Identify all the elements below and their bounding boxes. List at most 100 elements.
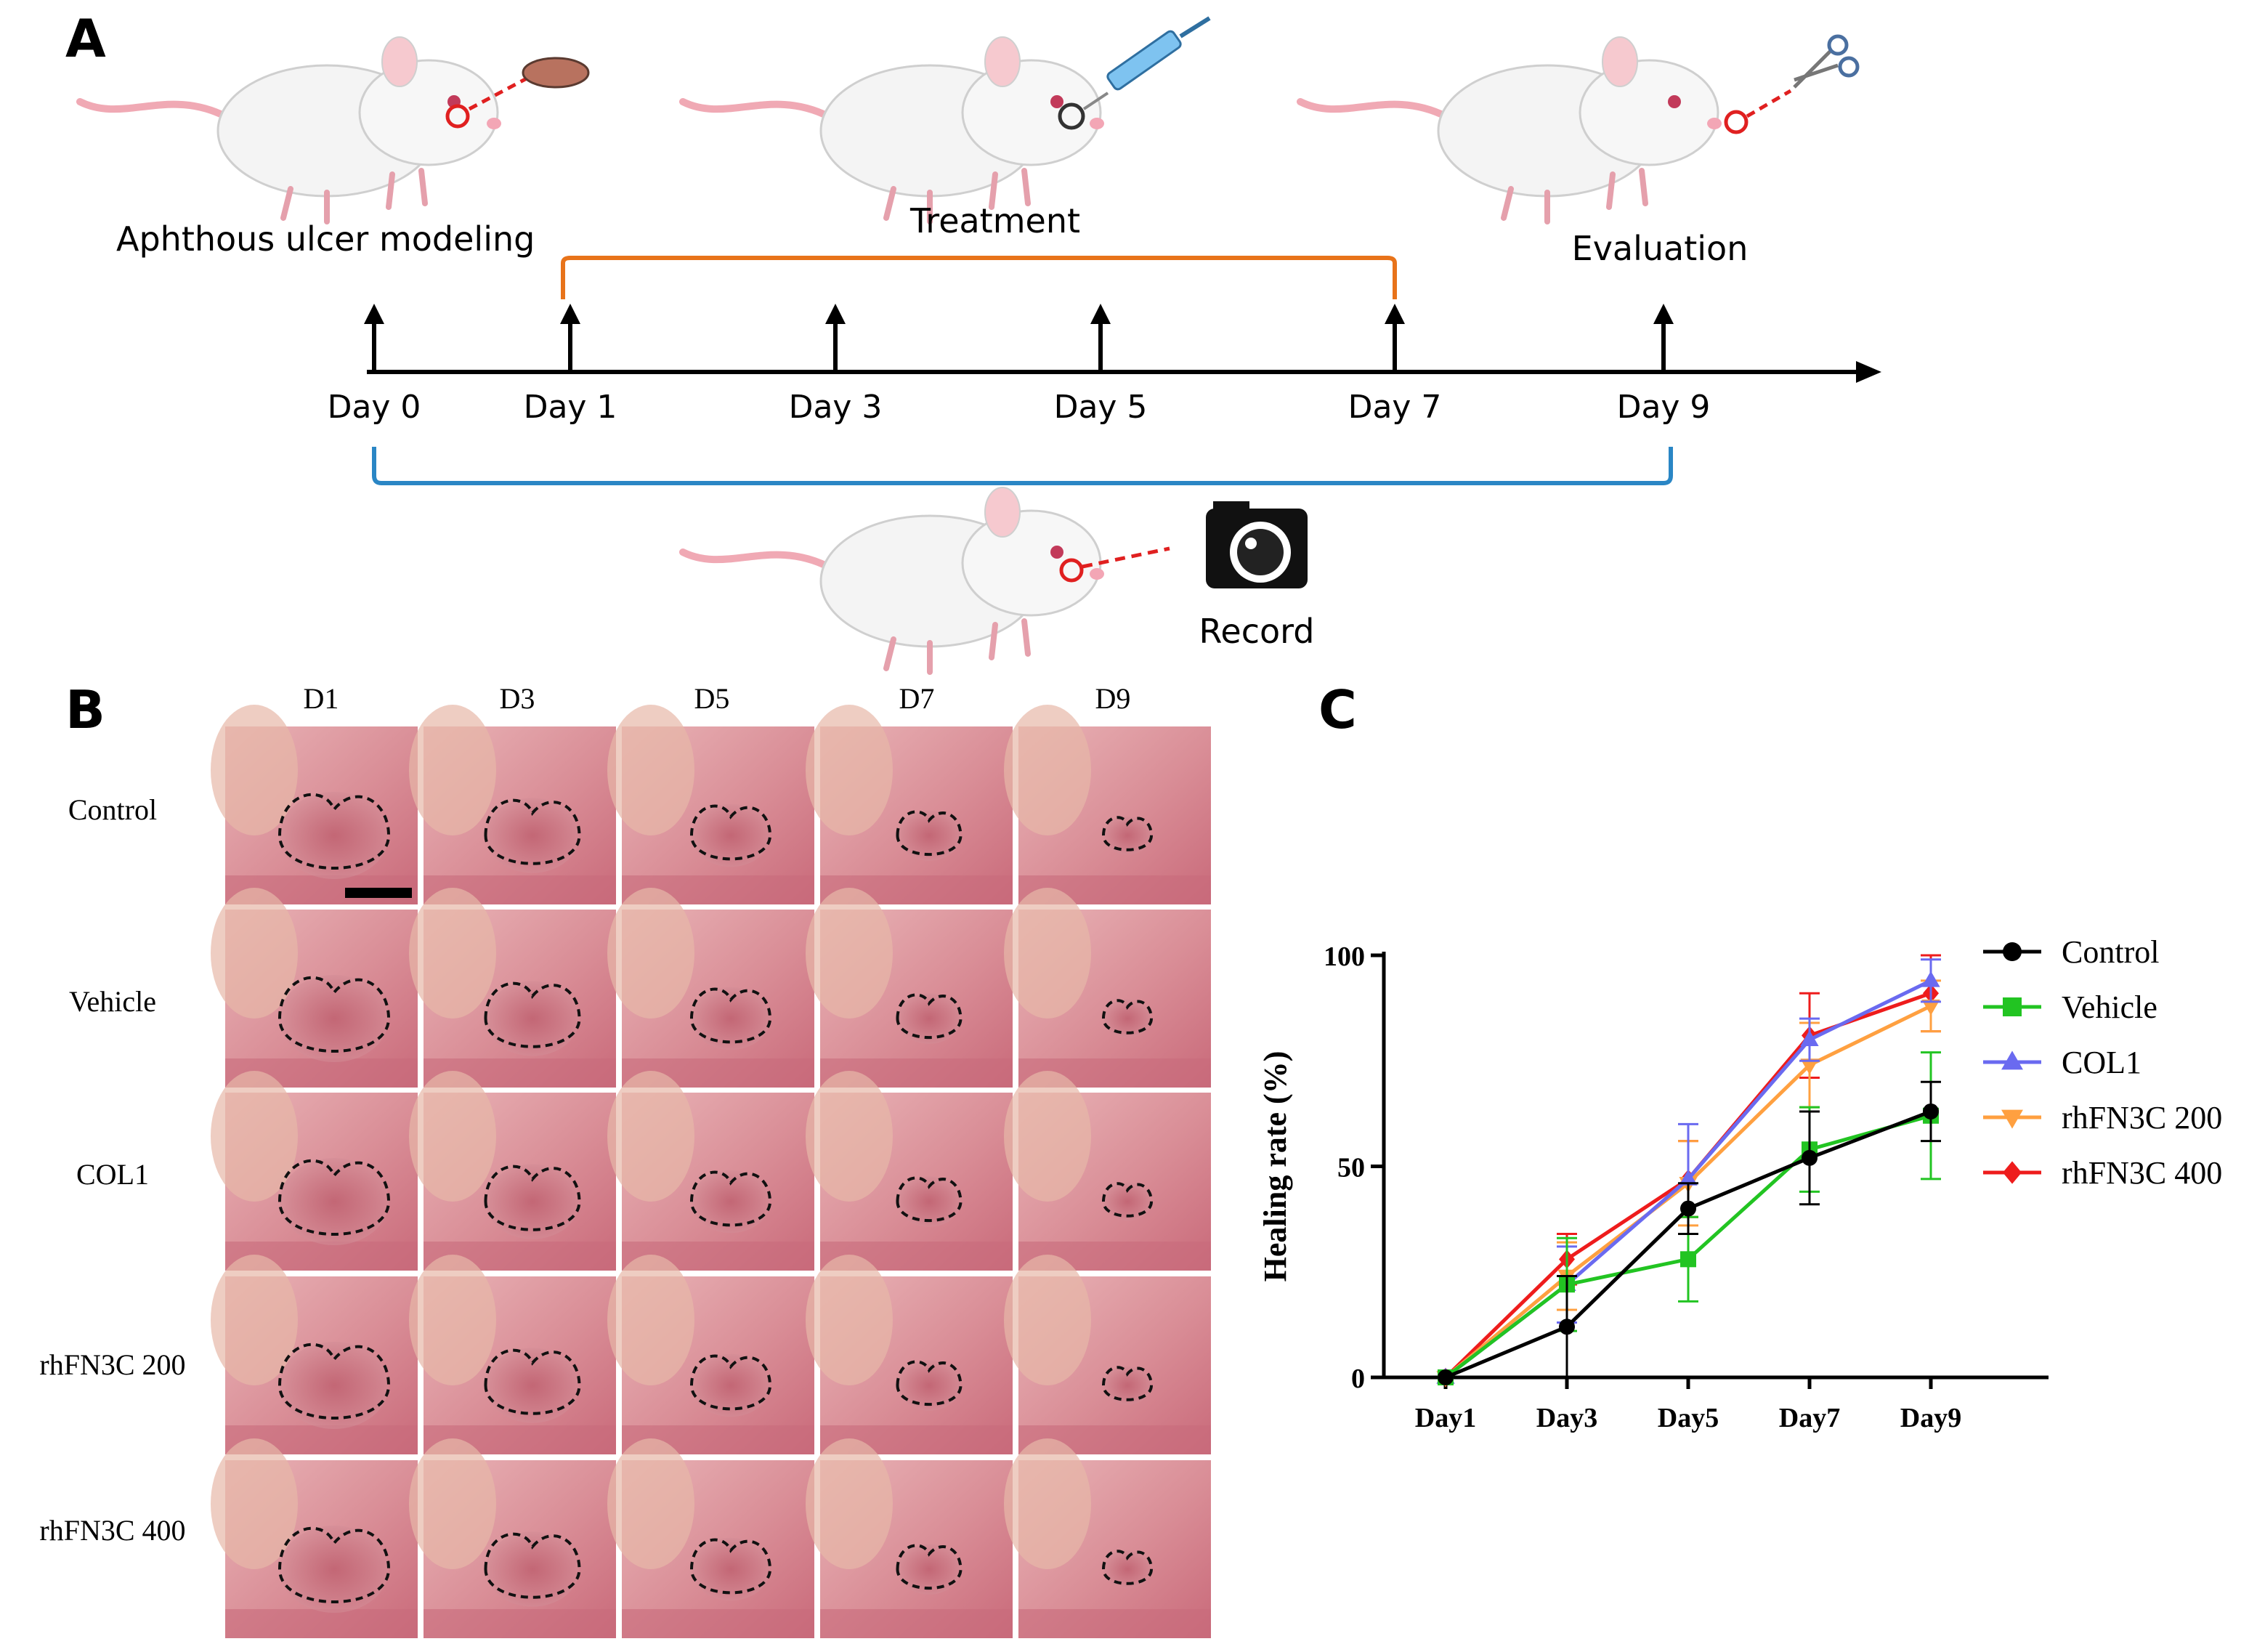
stage-label-evaluation: Evaluation [1572,229,1749,268]
photo-tile [211,1438,418,1638]
ulcer-outline [484,798,581,865]
photo-tile [211,705,418,904]
legend-item: Control [1983,934,2159,970]
legend-label: Control [2062,934,2159,970]
photo-tile [409,888,616,1088]
legend: Control Vehicle COL1 rhFN3C 200 rhFN3C 400 [1983,934,2222,1191]
data-point [1559,1319,1575,1335]
timeline-axis [367,361,1881,383]
photo-column-label: D3 [500,682,535,715]
photo-tile [806,1255,1013,1454]
camera-icon [1059,501,1308,588]
day-tick: Day 1 [524,304,617,426]
photo-column-label: D7 [899,682,935,715]
ulcer-outline [277,793,391,870]
mouse-illustration-modeling [80,37,501,222]
timeline-day-ticks: Day 0 Day 1 Day 3 Day 5 Day 7 Day 9 [328,304,1711,426]
photo-tile [1004,888,1211,1088]
x-tick-label: Day1 [1415,1403,1476,1433]
data-point [1680,1200,1696,1217]
legend-item: COL1 [1983,1045,2141,1080]
stage-label-record: Record [1199,612,1315,651]
photo-column-label: D1 [304,682,339,715]
mouse-illustration-record [683,487,1104,672]
legend-marker [2003,997,2022,1016]
stage-label-modeling: Aphthous ulcer modeling [116,219,535,259]
legend-label: rhFN3C 200 [2062,1100,2222,1135]
legend-label: COL1 [2062,1045,2141,1080]
photo-column-label: D5 [694,682,730,715]
y-axis-label: Healing rate (%) [1257,1051,1293,1282]
scale-bar [345,888,412,898]
photo-tile [211,888,418,1088]
day-label: Day 3 [789,389,883,426]
y-tick-label: 0 [1351,1364,1365,1394]
ulcer-outline [277,1526,391,1603]
ulcer-outline [896,810,963,856]
photo-tile [607,1438,814,1638]
ulcer-outline [896,1176,963,1222]
ulcer-outline [689,1538,772,1595]
healing-rate-chart: 0 50 100 Day1 Day3 Day5 Day7 Day9 Healing rate (… [1257,934,2222,1433]
data-point [1921,999,1940,1016]
data-point [1438,1369,1454,1385]
legend-label: Vehicle [2062,989,2157,1025]
mouse-illustration-evaluation [1300,37,1722,222]
x-tick-label: Day7 [1779,1403,1840,1433]
ulcer-outline [689,1354,772,1411]
ulcer-outline [689,1170,772,1227]
data-point [1921,971,1940,987]
data-point [1800,1030,1819,1046]
legend-item: Vehicle [1983,989,2157,1025]
photo-row-label: COL1 [76,1158,149,1191]
day-label: Day 7 [1348,389,1442,426]
stage-label-treatment: Treatment [909,201,1080,240]
legend-marker [2001,1109,2023,1129]
data-point [1923,1103,1939,1119]
ulcer-outline [896,1544,963,1590]
photo-tile [409,1438,616,1638]
data-point [1802,1149,1818,1166]
photo-row-label: Vehicle [69,985,156,1018]
x-tick-label: Day9 [1900,1403,1961,1433]
ulcer-outline [484,1165,581,1231]
legend-item: rhFN3C 200 [1983,1100,2222,1135]
photo-tile [211,1071,418,1271]
photo-tile [1004,705,1211,904]
ulcer-outline [277,1159,391,1236]
day-label: Day 0 [328,389,421,426]
legend-marker [2003,942,2022,961]
day-label: Day 9 [1617,389,1711,426]
data-point [1680,1251,1696,1268]
legend-marker [2003,1161,2022,1184]
panel-letter-c: C [1318,679,1357,740]
treatment-bracket [561,256,1397,299]
photo-tile [607,888,814,1088]
ulcer-outline [896,1360,963,1406]
photo-column-label: D9 [1095,682,1131,715]
x-tick-label: Day5 [1658,1403,1719,1433]
syringe-icon [1058,16,1211,130]
day-label: Day 1 [524,389,617,426]
day-tick: Day 3 [789,304,883,426]
day-tick: Day 0 [328,304,421,426]
day-tick: Day 7 [1348,304,1442,426]
photo-tile [1004,1071,1211,1271]
photo-tile [409,1071,616,1271]
series-control [1438,1080,1941,1385]
x-tick-label: Day3 [1536,1403,1597,1433]
panel-letter-b: B [65,679,105,740]
photo-tile [806,888,1013,1088]
photo-tile [409,705,616,904]
legend-marker [2001,1050,2023,1070]
mouse-illustration-treatment [683,37,1104,222]
photo-tile [211,1255,418,1454]
ulcer-outline [689,804,772,861]
y-tick-label: 50 [1337,1153,1365,1183]
data-point [1800,1058,1819,1075]
day-label: Day 5 [1054,389,1148,426]
photo-tile [806,1438,1013,1638]
photo-row-label: Control [68,793,157,826]
ulcer-outline [277,1343,391,1420]
